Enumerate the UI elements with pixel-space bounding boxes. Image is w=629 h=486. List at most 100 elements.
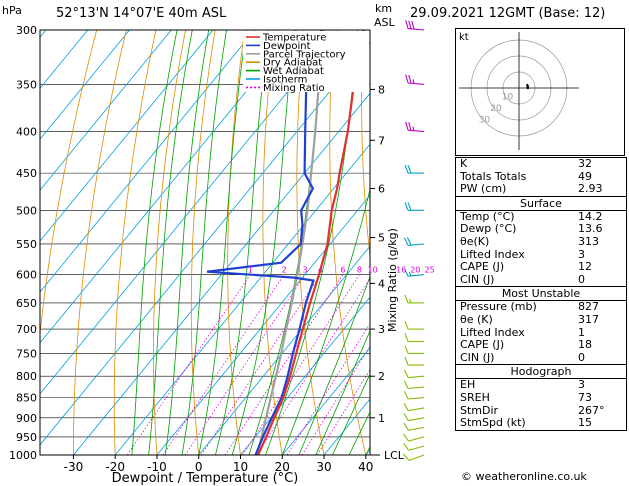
wind-barb: [405, 74, 425, 85]
hodograph-title: Hodograph: [456, 364, 626, 378]
pressure-tick-label: 650: [16, 297, 37, 310]
hodograph-unit-label: kt: [459, 32, 469, 43]
index-row: CIN (J) 0: [456, 350, 626, 365]
wet-adiabat: [181, 30, 227, 455]
pressure-tick-label: 500: [16, 204, 37, 217]
index-value: 73: [578, 390, 592, 404]
date-info: 29.09.2021 12GMT (Base: 12): [410, 6, 606, 21]
pressure-tick-label: 300: [16, 24, 37, 37]
index-row: θe (K) 317: [456, 313, 626, 327]
index-row: StmSpd (kt) 15: [456, 416, 626, 430]
km-tick-label: 7: [378, 134, 385, 147]
wind-barb: [403, 442, 425, 451]
index-row: Lifted Index 3: [456, 247, 626, 262]
hodograph-ring-label: 20: [490, 104, 502, 114]
index-label: CAPE (J): [460, 338, 505, 352]
index-row: CAPE (J) 12: [456, 261, 626, 274]
km-tick-label: 8: [378, 83, 385, 96]
wind-barb: [403, 412, 425, 422]
mixing-ratio-axis-label: Mixing Ratio (g/kg): [386, 228, 399, 332]
station-info: 52°13'N 14°07'E 40m ASL: [56, 6, 227, 21]
mixing-ratio-line: [286, 322, 370, 455]
index-label: StmSpd (kt): [460, 416, 526, 430]
mixing-ratio-line: [301, 345, 370, 455]
wind-barb: [403, 268, 425, 277]
index-value: 13.6: [578, 222, 603, 236]
isotherm: [156, 194, 370, 455]
pressure-tick-label: 750: [16, 347, 37, 360]
pressure-tick-label: 350: [16, 78, 37, 91]
index-label: Dewp (°C): [460, 222, 517, 236]
dry-adiabat: [227, 30, 246, 455]
pressure-tick-label: 450: [16, 167, 37, 180]
copyright: © weatheronline.co.uk: [461, 470, 587, 483]
index-label: CIN (J): [460, 350, 495, 364]
index-row: Lifted Index 1: [456, 326, 626, 340]
parcel-trajectory-line: [256, 30, 325, 455]
wet-adiabat: [164, 30, 210, 455]
dry-adiabat: [190, 30, 216, 455]
temperature-tick-label: 20: [275, 460, 290, 474]
wet-adiabat: [131, 30, 178, 455]
pressure-tick-label: 600: [16, 269, 37, 282]
legend-entry: Wet Adiabat: [263, 66, 324, 77]
wet-adiabat: [332, 373, 370, 455]
wind-barb: [404, 333, 424, 343]
index-label: SREH: [460, 390, 490, 404]
mixing-ratio-line: [200, 274, 321, 455]
isotherm: [239, 296, 370, 455]
temperature-tick-label: 0: [195, 460, 203, 474]
index-value: 0: [578, 272, 585, 286]
wind-barb: [404, 294, 424, 304]
wind-barb: [403, 403, 425, 412]
lcl-label: LCL: [384, 449, 405, 462]
index-label: Lifted Index: [460, 247, 525, 261]
dry-adiabat: [73, 30, 127, 455]
index-row: Pressure (mb) 827: [456, 301, 626, 314]
dry-adiabat: [113, 30, 157, 455]
index-value: 3: [578, 378, 585, 392]
mixing-ratio-label: 4: [318, 266, 323, 275]
hodograph-ring-label: 10: [502, 93, 514, 103]
pressure-tick-label: 950: [16, 431, 37, 444]
index-value: 827: [578, 300, 599, 314]
index-value: 14.2: [578, 209, 603, 223]
index-label: Totals Totals: [460, 169, 527, 183]
wind-barb: [404, 345, 424, 354]
dry-adiabat: [329, 30, 367, 455]
index-value: 0: [578, 350, 585, 364]
isotherm: [40, 30, 256, 293]
wind-barb: [405, 20, 425, 31]
index-value: 32: [578, 157, 592, 170]
index-label: θe(K): [460, 234, 490, 248]
mixing-ratio-label: 10: [368, 266, 378, 275]
index-label: CAPE (J): [460, 260, 505, 274]
mixing-ratio-line: [316, 369, 370, 455]
wind-barb: [403, 422, 425, 431]
index-value: 2.93: [578, 182, 603, 196]
index-row: CIN (J) 0: [456, 272, 626, 287]
isotherm: [40, 30, 214, 242]
index-row: θe(K) 313: [456, 234, 626, 249]
index-value: 49: [578, 169, 592, 183]
mixing-ratio-label: 3: [303, 266, 308, 275]
hodograph-ring-label: 30: [479, 116, 491, 126]
dry-adiabat: [40, 30, 98, 339]
wind-barb: [405, 121, 425, 133]
wind-barb: [404, 202, 424, 211]
mixing-ratio-label: 1: [248, 266, 253, 275]
x-axis-label: Dewpoint / Temperature (°C): [112, 471, 299, 486]
asl-label: ASL: [374, 16, 395, 29]
mixing-ratio-label: 8: [357, 266, 362, 275]
temperature-tick-label: 10: [233, 460, 248, 474]
index-row: SREH 73: [456, 390, 626, 405]
legend-entry: Dry Adiabat: [263, 58, 322, 69]
isotherm: [40, 30, 172, 191]
mixing-ratio-line: [242, 274, 360, 455]
dry-adiabat: [361, 30, 370, 261]
legend-entry: Dewpoint: [263, 41, 311, 52]
mixing-ratio-label: 6: [340, 266, 345, 275]
mixing-ratio-label: 25: [425, 266, 435, 275]
index-row: EH 3: [456, 379, 626, 392]
index-label: PW (cm): [460, 182, 507, 196]
